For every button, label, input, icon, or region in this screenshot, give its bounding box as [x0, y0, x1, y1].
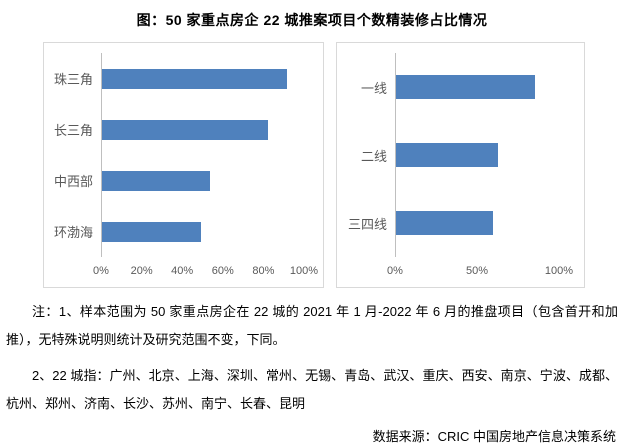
- bar-track: [101, 206, 305, 257]
- data-source: 数据来源：CRIC 中国房地产信息决策系统: [372, 428, 616, 444]
- x-axis: 0% 20% 40% 60% 80% 100%: [93, 257, 318, 287]
- note-2: 2、22 城指：广州、北京、上海、深圳、常州、无锡、青岛、武汉、重庆、西安、南京…: [6, 367, 618, 411]
- chart-row: 三四线: [337, 189, 584, 257]
- bar-track: [101, 53, 305, 104]
- category-label: 中西部: [53, 174, 93, 189]
- bar-track: [395, 189, 560, 257]
- bar: [102, 170, 210, 191]
- charts-container: 珠三角长三角中西部环渤海 0% 20% 40% 60% 80% 100% 一线二线三四线 …: [43, 42, 624, 288]
- chart-row: 珠三角: [44, 53, 323, 104]
- bar: [102, 221, 202, 242]
- tier-bar-chart: 一线二线三四线 0% 50% 100%: [336, 42, 585, 288]
- x-tick-label: 80%: [252, 265, 275, 277]
- chart-row: 长三角: [44, 104, 323, 155]
- chart-row: 环渤海: [44, 206, 323, 257]
- bar: [396, 75, 536, 99]
- x-axis: 0% 50% 100%: [387, 257, 573, 287]
- chart-title: 图：50 家重点房企 22 城推案项目个数精装修占比情况: [136, 12, 488, 28]
- x-tick-label: 100%: [289, 265, 319, 277]
- category-label: 一线: [360, 80, 387, 96]
- regional-bar-chart: 珠三角长三角中西部环渤海 0% 20% 40% 60% 80% 100%: [43, 42, 324, 288]
- bar-track: [101, 104, 305, 155]
- bar-track: [395, 121, 560, 189]
- x-tick-label: 0%: [93, 265, 109, 277]
- category-label: 长三角: [53, 123, 93, 138]
- bar: [102, 68, 287, 89]
- chart-row: 一线: [337, 53, 584, 121]
- x-tick-label: 60%: [211, 265, 234, 277]
- plot-rows: 一线二线三四线: [337, 53, 584, 257]
- x-tick-label: 20%: [130, 265, 153, 277]
- bar: [396, 143, 498, 167]
- bar-track: [101, 155, 305, 206]
- category-label: 环渤海: [53, 225, 93, 240]
- bar-track: [395, 53, 560, 121]
- bar: [396, 211, 493, 235]
- x-tick-label: 40%: [171, 265, 194, 277]
- chart-row: 二线: [337, 121, 584, 189]
- notes-block: 注：1、样本范围为 50 家重点房企在 22 城的 2021 年 1 月-202…: [0, 298, 624, 418]
- category-label: 珠三角: [53, 72, 93, 87]
- plot-rows: 珠三角长三角中西部环渤海: [44, 53, 323, 257]
- x-tick-label: 50%: [465, 265, 489, 277]
- x-tick-label: 0%: [387, 265, 403, 277]
- x-tick-label: 100%: [544, 265, 574, 277]
- note-1: 注：1、样本范围为 50 家重点房企在 22 城的 2021 年 1 月-202…: [6, 304, 618, 347]
- category-label: 二线: [360, 148, 387, 164]
- category-label: 三四线: [347, 216, 387, 232]
- bar: [102, 119, 269, 140]
- chart-row: 中西部: [44, 155, 323, 206]
